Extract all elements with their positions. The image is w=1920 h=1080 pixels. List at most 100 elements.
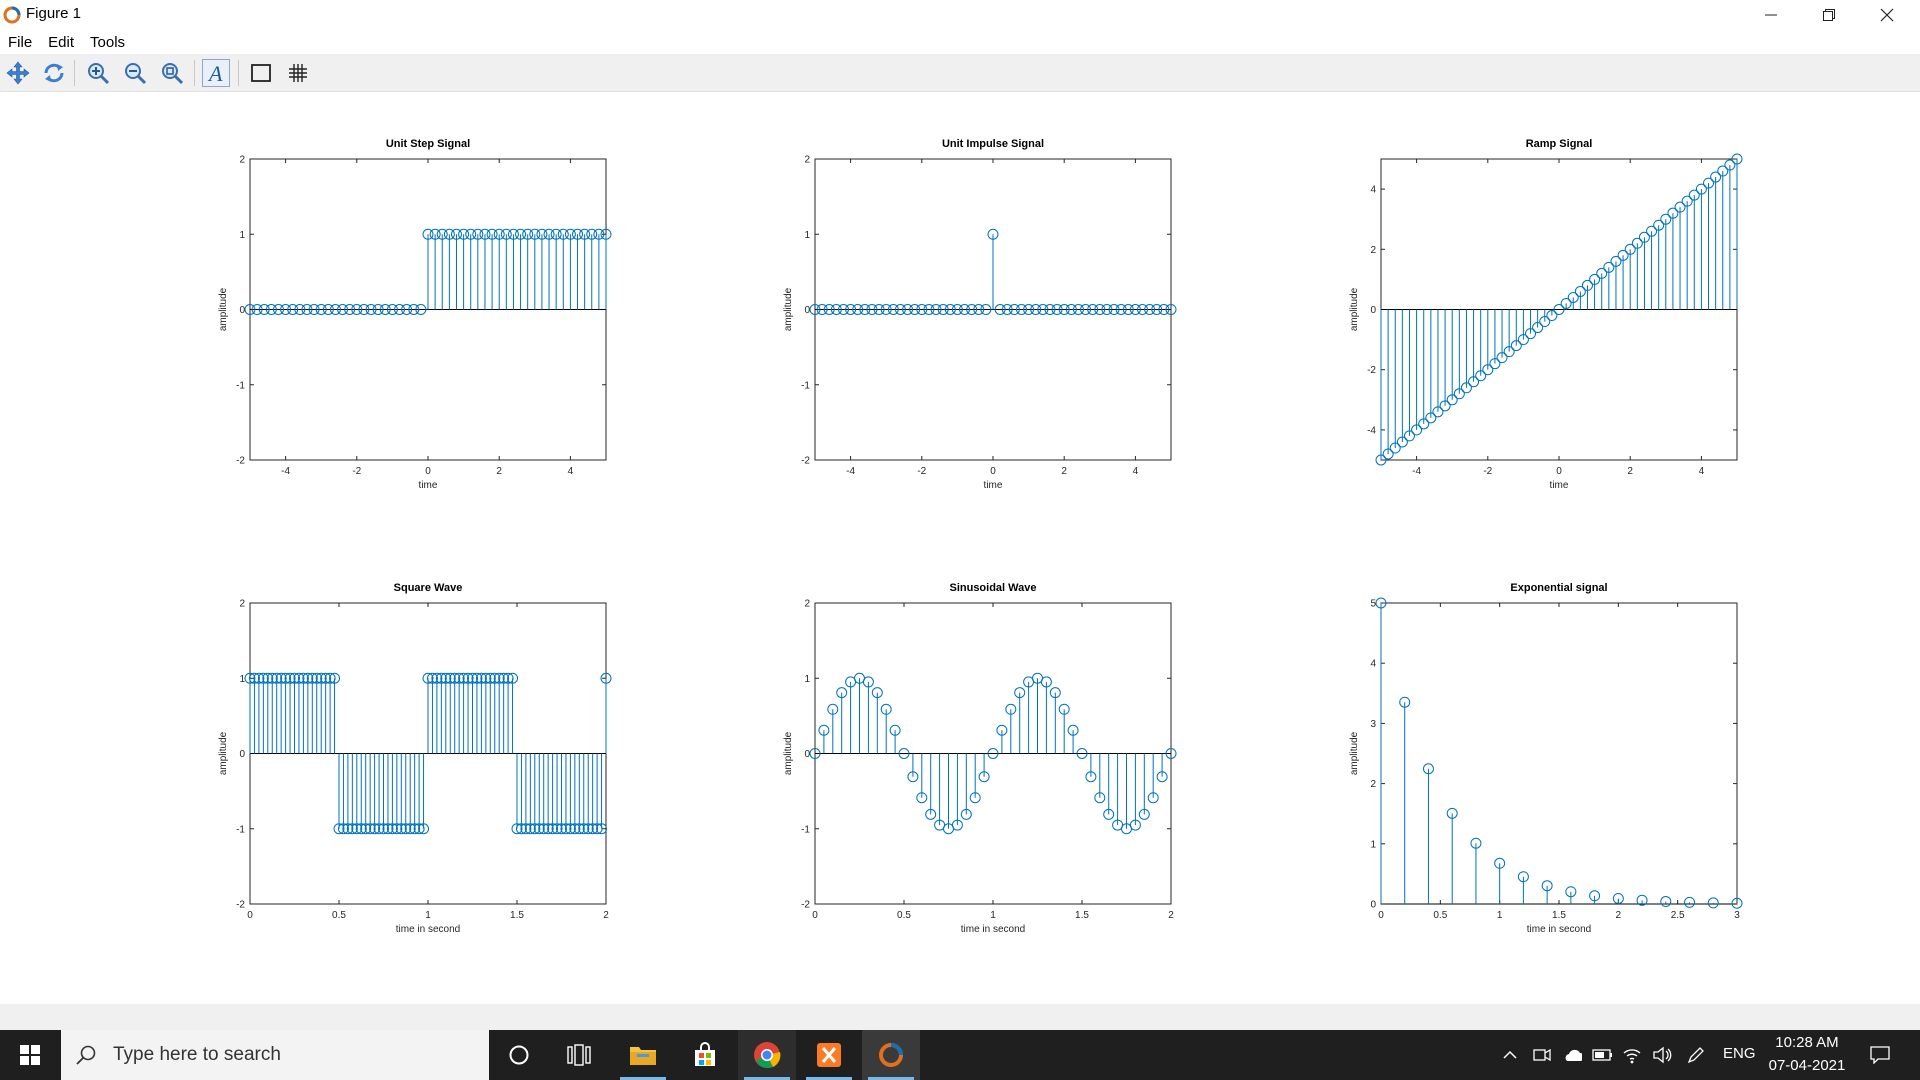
tray-pen[interactable] — [1686, 1045, 1706, 1065]
stem-marker — [373, 823, 385, 835]
toolbar-separator — [194, 60, 195, 86]
x-tick-label: -4 — [846, 466, 855, 477]
action-center-button[interactable] — [1870, 1045, 1890, 1065]
chart-title: Exponential signal — [1510, 582, 1607, 594]
stem-marker — [823, 304, 835, 315]
language-indicator[interactable]: ENG — [1723, 1045, 1756, 1062]
stem-marker — [257, 672, 269, 684]
xampp-icon — [817, 1043, 841, 1067]
menu-edit[interactable]: Edit — [48, 33, 75, 51]
taskbar-search-box[interactable]: Type here to search — [61, 1030, 489, 1080]
zoom-reset-button[interactable] — [158, 59, 186, 87]
close-icon — [1880, 8, 1894, 22]
stem-marker — [1418, 418, 1430, 430]
tray-onedrive[interactable] — [1562, 1045, 1582, 1065]
stem-marker — [536, 228, 548, 240]
close-button[interactable] — [1858, 0, 1916, 30]
taskbar-store[interactable] — [676, 1030, 734, 1080]
pan-button[interactable] — [4, 59, 32, 87]
stem-marker — [593, 228, 605, 240]
stem-marker — [1684, 896, 1696, 908]
taskbar-file-explorer[interactable] — [614, 1030, 672, 1080]
stem-marker — [1453, 388, 1465, 400]
clock-date[interactable]: 07-04-2021 — [1768, 1057, 1846, 1074]
stem-marker — [1553, 304, 1565, 315]
y-tick-label: 4 — [1370, 659, 1376, 670]
taskbar-chrome[interactable] — [738, 1030, 796, 1080]
stem-marker — [435, 672, 447, 684]
stem-marker — [1631, 237, 1643, 249]
stem-marker — [372, 304, 384, 315]
stem-marker — [836, 687, 848, 699]
task-view-button[interactable] — [550, 1030, 608, 1080]
stem-marker — [507, 672, 519, 684]
clock-time[interactable]: 10:28 AM — [1775, 1034, 1839, 1051]
stem-marker — [1165, 304, 1177, 315]
stem-marker — [529, 823, 541, 835]
restore-button[interactable] — [1800, 0, 1858, 30]
stem-marker — [400, 823, 412, 835]
stem-marker — [1015, 304, 1027, 315]
y-tick-label: -1 — [801, 824, 810, 835]
tray-wifi[interactable] — [1622, 1045, 1642, 1065]
y-axis-label: amplitude — [218, 731, 229, 775]
stem-marker — [1144, 304, 1156, 315]
box-toggle-button[interactable] — [247, 59, 275, 87]
y-tick-label: 4 — [1370, 185, 1376, 196]
stem-marker — [1103, 808, 1115, 820]
stem-marker — [1710, 171, 1722, 183]
stem-marker — [916, 304, 928, 315]
figure-canvas: Unit Step Signal -4 -2 0 2 4 -2 -1 0 1 2 time amplit… — [0, 92, 1920, 1004]
rotate-button[interactable] — [40, 59, 68, 87]
stem-marker — [1023, 304, 1035, 315]
x-tick-label: -2 — [1483, 466, 1492, 477]
grid-toggle-button[interactable] — [284, 59, 312, 87]
stem-marker — [329, 672, 341, 684]
subplot-4: Square Wave 0 0.5 1 1.5 2 -2 -1 0 1 2 time in secon… — [218, 582, 612, 935]
stem-marker — [573, 823, 585, 835]
menu-tools[interactable]: Tools — [90, 33, 126, 51]
stem-marker — [1724, 159, 1736, 171]
taskbar-xampp[interactable] — [800, 1030, 858, 1080]
stem-marker — [1151, 304, 1163, 315]
text-insert-button[interactable]: A — [202, 59, 230, 87]
stem-marker — [360, 823, 372, 835]
stem-marker — [1085, 771, 1097, 783]
stem-marker — [382, 823, 394, 835]
stem-marker — [480, 672, 492, 684]
x-axis-label: time — [1550, 480, 1569, 491]
stem-marker — [600, 228, 612, 240]
y-tick-label: 2 — [239, 599, 245, 610]
taskbar-octave[interactable] — [862, 1030, 920, 1080]
minimize-button[interactable] — [1742, 0, 1800, 30]
start-button[interactable] — [0, 1030, 60, 1080]
search-placeholder: Type here to search — [113, 1044, 281, 1065]
stem-marker — [809, 748, 821, 759]
y-tick-label: 1 — [239, 674, 245, 685]
x-tick-label: 2 — [496, 466, 502, 477]
stem-marker — [818, 724, 830, 736]
menu-file[interactable]: File — [8, 33, 33, 51]
stem-marker — [969, 792, 981, 804]
tray-meet-now[interactable] — [1532, 1045, 1552, 1065]
zoom-in-button[interactable] — [84, 59, 112, 87]
x-tick-label: 1 — [1497, 910, 1503, 921]
stem-marker — [1567, 291, 1579, 303]
stem-marker — [1596, 267, 1608, 279]
octave-icon — [879, 1043, 903, 1067]
stem-marker — [320, 672, 332, 684]
tray-battery[interactable] — [1592, 1045, 1612, 1065]
windows-taskbar: Type here to search — [0, 1030, 1920, 1080]
chart-title: Ramp Signal — [1526, 138, 1593, 150]
tray-overflow-button[interactable] — [1500, 1045, 1520, 1065]
minimize-icon — [1765, 14, 1777, 16]
tray-volume[interactable] — [1652, 1045, 1672, 1065]
zoom-out-button[interactable] — [121, 59, 149, 87]
cortana-button[interactable] — [490, 1030, 548, 1080]
stem-marker — [1681, 195, 1693, 207]
stem-marker — [543, 228, 555, 240]
stem-marker — [458, 672, 470, 684]
stem-marker — [909, 304, 921, 315]
stem-marker — [489, 672, 501, 684]
figure-svg: Unit Step Signal-4 -2 0 2 4-2-1012timeamplit… — [218, 138, 1743, 935]
